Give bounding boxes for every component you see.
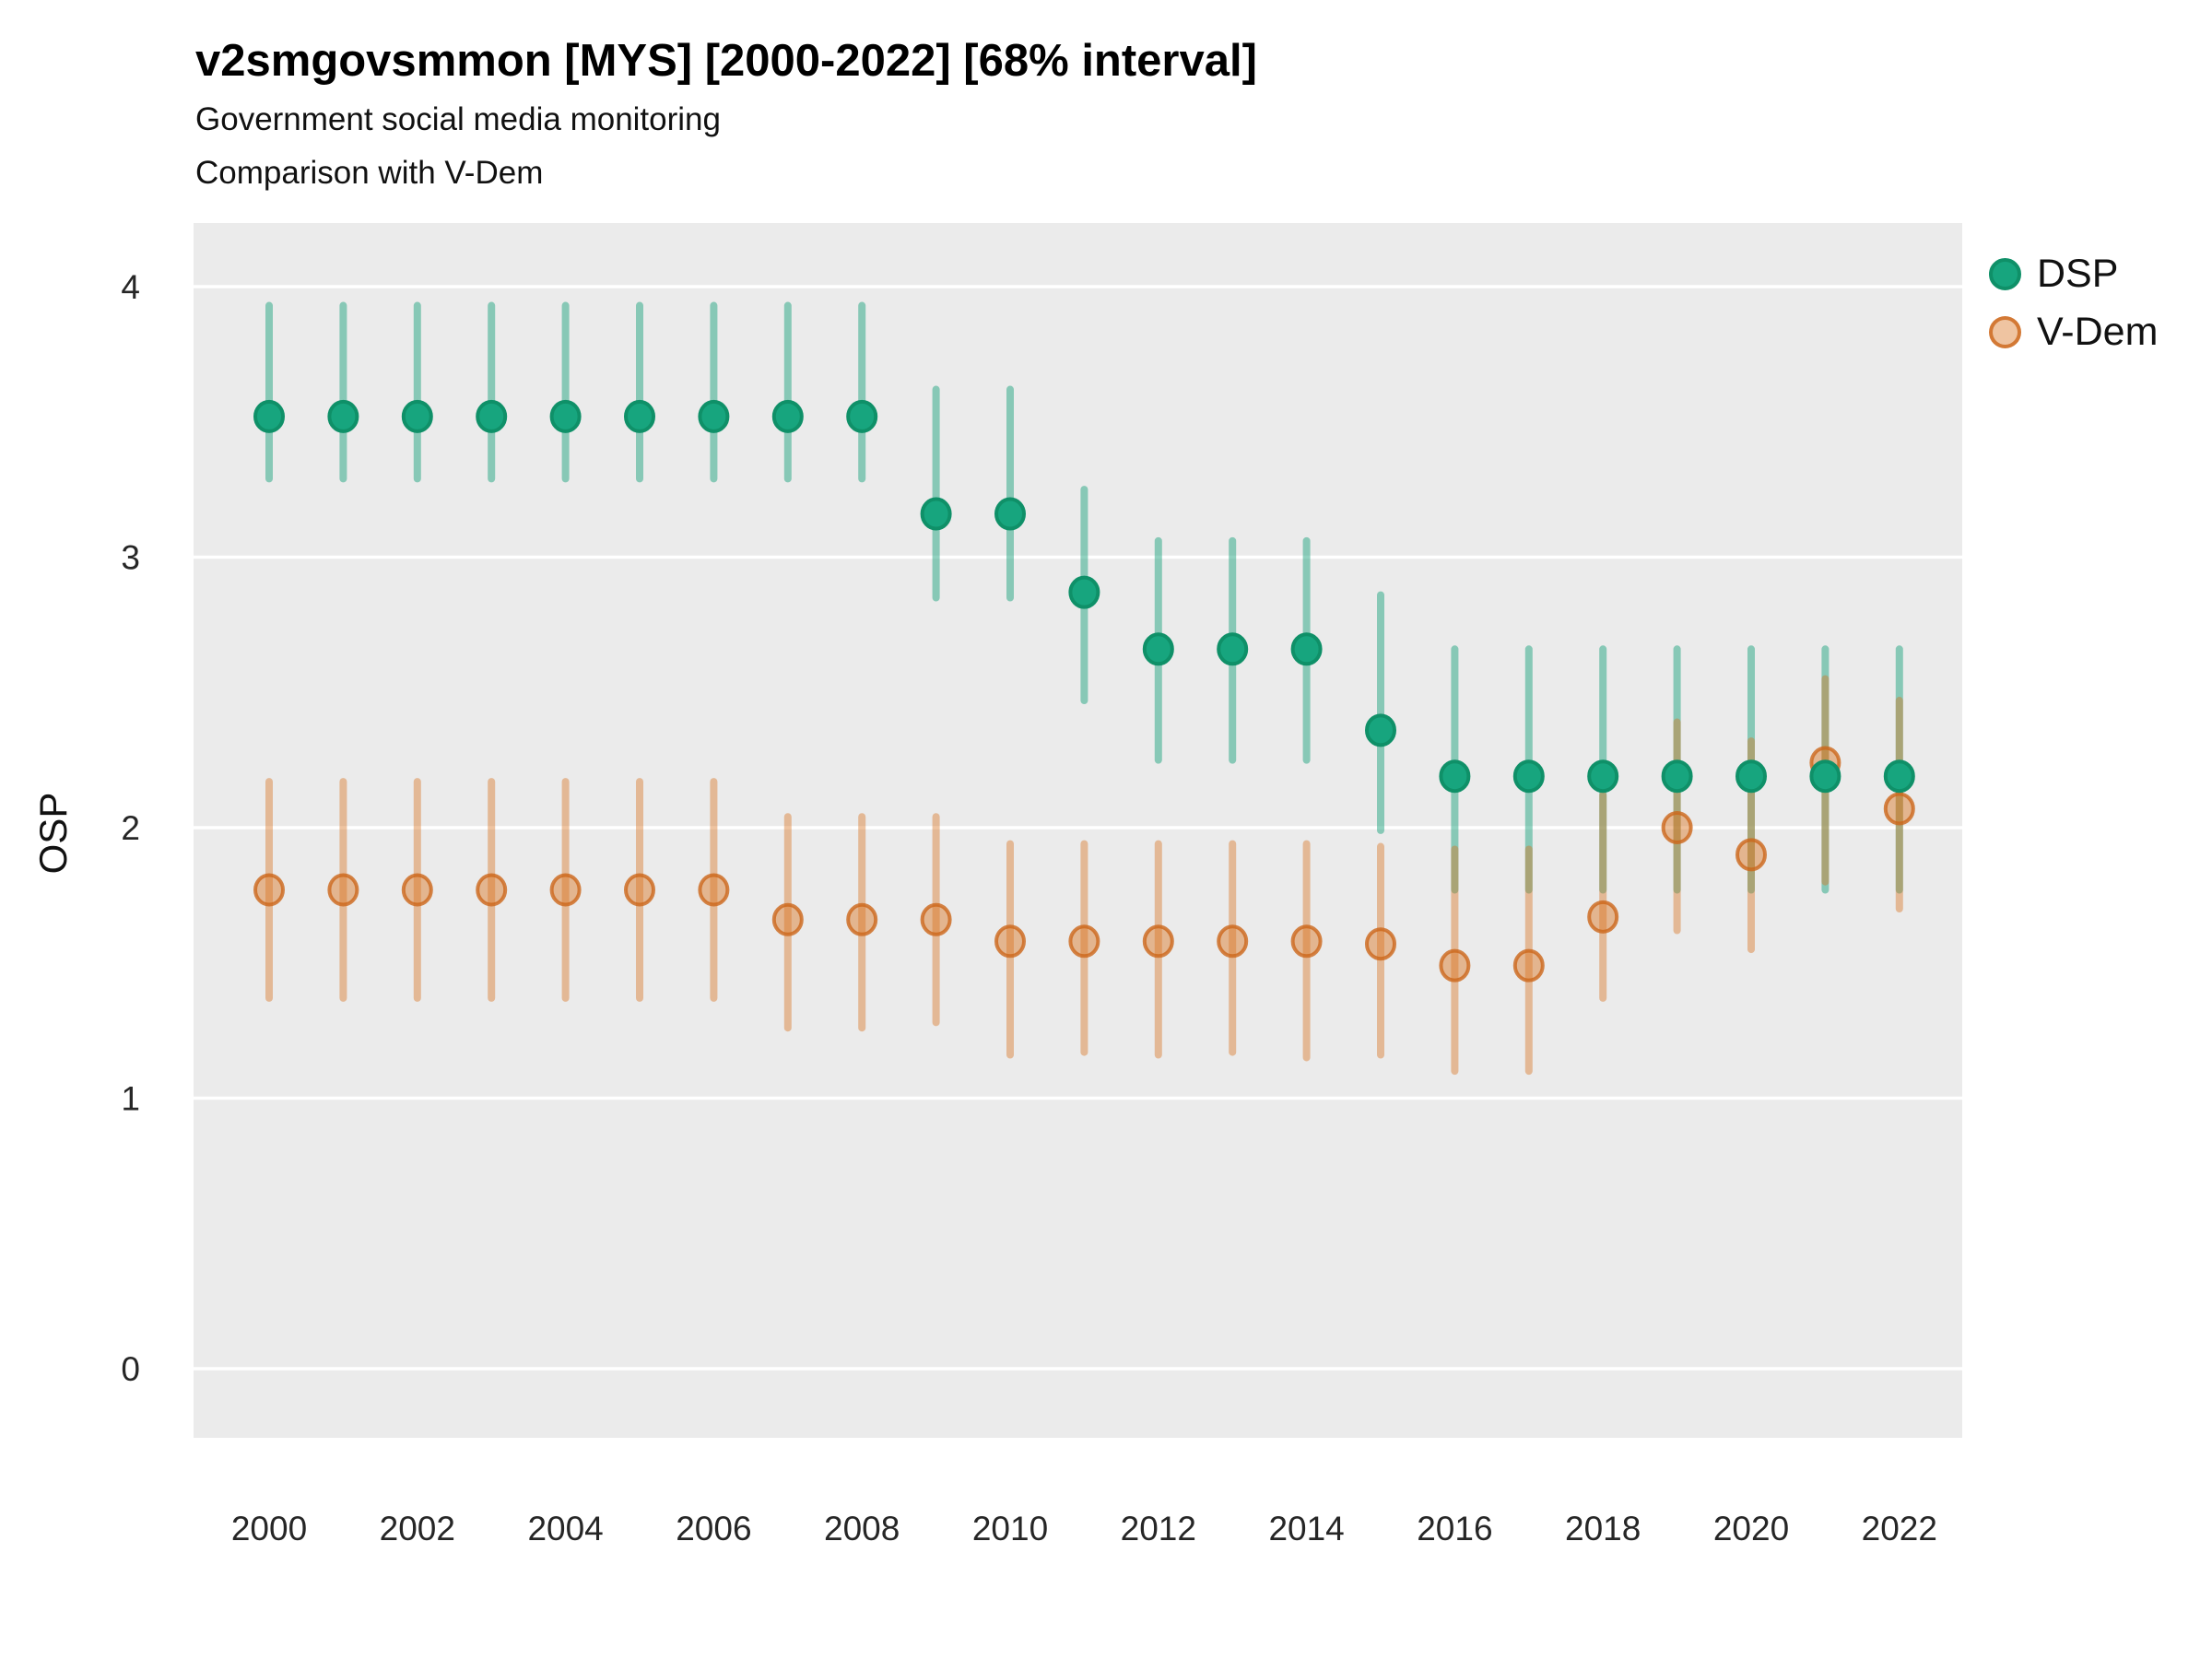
x-tick-label-2002: 2002 bbox=[380, 1510, 455, 1547]
x-tick-label-2022: 2022 bbox=[1862, 1510, 1937, 1547]
x-tick-label-2010: 2010 bbox=[972, 1510, 1048, 1547]
dsp-point-2001 bbox=[327, 399, 359, 433]
dsp-point-2022 bbox=[1883, 759, 1915, 794]
dsp-legend-swatch-icon bbox=[1989, 258, 2021, 290]
x-tick-label-2014: 2014 bbox=[1268, 1510, 1344, 1547]
dsp-point-2003 bbox=[476, 399, 508, 433]
x-tick-label-2018: 2018 bbox=[1565, 1510, 1641, 1547]
dsp-point-2019 bbox=[1661, 759, 1693, 794]
dsp-point-2000 bbox=[253, 399, 285, 433]
dsp-point-2014 bbox=[1290, 632, 1323, 666]
vdem-point-2011 bbox=[1068, 924, 1100, 959]
dsp-point-2002 bbox=[401, 399, 433, 433]
dsp-point-2006 bbox=[698, 399, 730, 433]
dsp-point-2012 bbox=[1142, 632, 1174, 666]
y-tick-label-2: 2 bbox=[121, 809, 140, 847]
vdem-point-2007 bbox=[771, 902, 804, 936]
x-tick-label-2012: 2012 bbox=[1121, 1510, 1196, 1547]
vdem-point-2014 bbox=[1290, 924, 1323, 959]
dsp-point-2015 bbox=[1365, 713, 1396, 747]
vdem-point-2020 bbox=[1735, 838, 1767, 872]
vdem-point-2002 bbox=[401, 873, 433, 907]
vdem-point-2013 bbox=[1217, 924, 1249, 959]
x-tick-label-2008: 2008 bbox=[824, 1510, 900, 1547]
x-tick-label-2000: 2000 bbox=[231, 1510, 307, 1547]
dsp-point-2017 bbox=[1512, 759, 1545, 794]
dsp-point-2021 bbox=[1809, 759, 1841, 794]
panel-background bbox=[194, 223, 1962, 1438]
vdem-point-2008 bbox=[846, 902, 878, 936]
vdem-point-2001 bbox=[327, 873, 359, 907]
dsp-point-2020 bbox=[1735, 759, 1767, 794]
vdem-point-2004 bbox=[549, 873, 582, 907]
dsp-point-2011 bbox=[1068, 575, 1100, 609]
legend: DSP V-Dem bbox=[1989, 245, 2158, 361]
vdem-point-2005 bbox=[624, 873, 655, 907]
y-tick-label-4: 4 bbox=[121, 268, 140, 306]
x-tick-label-2004: 2004 bbox=[527, 1510, 603, 1547]
chart-title: v2smgovsmmon [MYS] [2000-2022] [68% inte… bbox=[195, 36, 1257, 86]
vdem-point-2012 bbox=[1142, 924, 1174, 959]
dsp-point-2004 bbox=[549, 399, 582, 433]
dsp-point-2009 bbox=[920, 497, 952, 531]
vdem-point-2015 bbox=[1365, 927, 1396, 961]
dsp-point-2013 bbox=[1217, 632, 1249, 666]
vdem-point-2018 bbox=[1587, 900, 1619, 934]
vdem-point-2010 bbox=[994, 924, 1026, 959]
dsp-point-2010 bbox=[994, 497, 1026, 531]
vdem-point-2000 bbox=[253, 873, 285, 907]
vdem-point-2017 bbox=[1512, 948, 1545, 982]
y-tick-label-0: 0 bbox=[121, 1350, 140, 1388]
legend-item-dsp: DSP bbox=[1989, 245, 2158, 303]
dsp-point-2016 bbox=[1439, 759, 1471, 794]
vdem-point-2009 bbox=[920, 902, 952, 936]
vdem-point-2019 bbox=[1661, 811, 1693, 844]
legend-label-dsp: DSP bbox=[2037, 252, 2119, 296]
vdem-point-2016 bbox=[1439, 948, 1471, 982]
chart-subtitle-line2: Comparison with V-Dem bbox=[195, 155, 544, 191]
vdem-legend-swatch-icon bbox=[1989, 316, 2021, 348]
legend-item-vdem: V-Dem bbox=[1989, 303, 2158, 361]
chart-subtitle-line1: Government social media monitoring bbox=[195, 101, 721, 137]
dsp-point-2007 bbox=[771, 399, 804, 433]
x-tick-label-2006: 2006 bbox=[676, 1510, 751, 1547]
x-tick-label-2020: 2020 bbox=[1713, 1510, 1789, 1547]
y-tick-label-3: 3 bbox=[121, 539, 140, 577]
vdem-point-2022 bbox=[1883, 792, 1915, 826]
dsp-point-2005 bbox=[624, 399, 655, 433]
vdem-point-2006 bbox=[698, 873, 730, 907]
vdem-point-2003 bbox=[476, 873, 508, 907]
legend-label-vdem: V-Dem bbox=[2037, 310, 2159, 354]
y-tick-label-1: 1 bbox=[121, 1080, 140, 1118]
x-tick-label-2016: 2016 bbox=[1417, 1510, 1492, 1547]
dsp-point-2008 bbox=[846, 399, 878, 433]
dsp-point-2018 bbox=[1587, 759, 1619, 794]
